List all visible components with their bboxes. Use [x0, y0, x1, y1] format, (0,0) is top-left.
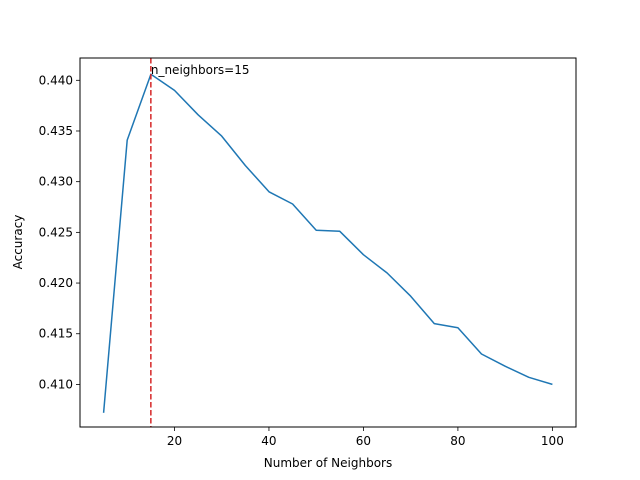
- y-tick-label: 0.425: [39, 225, 73, 239]
- y-tick-label: 0.440: [39, 73, 73, 87]
- y-tick-label: 0.430: [39, 175, 73, 189]
- best-k-annotation: n_neighbors=15: [151, 63, 250, 77]
- x-axis-ticks: 20 40 60 80 100: [167, 427, 564, 448]
- x-tick-label: 80: [450, 434, 465, 448]
- x-axis-label: Number of Neighbors: [264, 456, 392, 470]
- y-tick-label: 0.420: [39, 276, 73, 290]
- y-tick-label: 0.410: [39, 377, 73, 391]
- x-tick-label: 60: [356, 434, 371, 448]
- y-tick-label: 0.435: [39, 124, 73, 138]
- y-axis-ticks: 0.410 0.415 0.420 0.425 0.430 0.435 0.440: [39, 73, 80, 391]
- x-tick-label: 20: [167, 434, 182, 448]
- y-tick-label: 0.415: [39, 327, 73, 341]
- x-tick-label: 40: [261, 434, 276, 448]
- plot-frame: [79, 57, 577, 428]
- y-axis-label: Accuracy: [11, 215, 25, 270]
- accuracy-series-line: [102, 73, 553, 413]
- x-tick-label: 100: [541, 434, 564, 448]
- plot-layer: [102, 58, 553, 427]
